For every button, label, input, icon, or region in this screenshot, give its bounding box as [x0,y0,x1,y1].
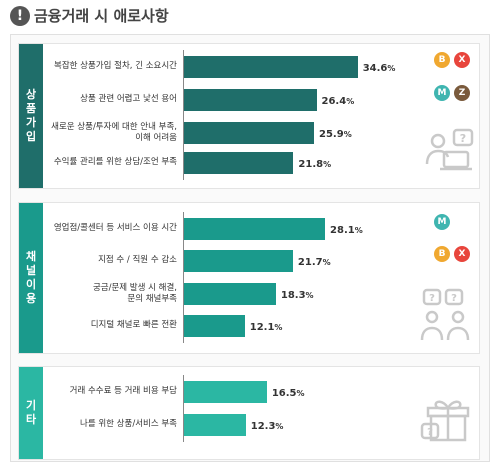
bar-category-label: 지점 수 / 직원 수 감소 [98,255,177,265]
person-laptop-question-icon: ? [424,128,478,178]
bar [184,315,245,337]
badge-z: Z [454,85,470,101]
badge-x: X [454,246,470,262]
bar-category-label: 새로운 상품/투자에 대한 안내 부족, 이해 어려움 [51,122,177,143]
bar-category-label: 수익률 관리를 위한 상담/조언 부족 [53,157,177,167]
svg-text:?: ? [460,132,466,145]
bar-category-label: 복잡한 상품가입 절차, 긴 소요시간 [54,61,177,71]
bar-category-label: 거래 수수료 등 거래 비용 부담 [69,386,177,396]
bar-value-label: 18.3% [280,290,314,301]
bar-value-label: 12.1% [249,322,283,333]
badge-x: X [454,52,470,68]
bar-value-label: 25.9% [319,129,352,140]
svg-text:?: ? [451,293,457,304]
bar [184,56,358,78]
bar-value-label: 34.6% [362,63,396,74]
badge-m: M [434,214,450,230]
svg-text:?: ? [427,427,433,438]
bar [184,414,246,436]
bar [184,122,315,144]
title-alert-icon: ! [10,6,30,26]
bar-category-label: 궁금/문제 발생 시 해결, 문의 채널부족 [92,283,177,304]
bar [184,250,293,272]
bar-axis-line [183,212,184,343]
badge-b: B [434,246,450,262]
page-title: 금융거래 시 애로사항 [34,7,169,25]
bar [184,218,326,240]
badge-m: M [434,85,450,101]
bar-category-label: 상품 관련 어렵고 낯선 용어 [80,94,177,104]
bar-axis-line [183,50,184,180]
bar-value-label: 21.7% [297,257,331,268]
bar-value-label: 12.3% [250,421,284,432]
bar-value-label: 16.5% [271,388,305,399]
bar [184,89,317,111]
bar [184,283,276,305]
bar-value-label: 21.8% [298,159,332,170]
bar [184,152,294,174]
bar-category-label: 디지털 채널로 빠른 전환 [90,320,177,330]
bar [184,381,267,403]
bar-value-label: 28.1% [330,225,363,236]
bar-axis-line [183,375,184,442]
bar-category-label: 영업점/콜센터 등 서비스 이용 시간 [53,223,177,233]
two-people-question-icon: ?? [420,288,474,344]
badge-b: B [434,52,450,68]
gift-box-question-icon: ? [420,394,474,444]
bar-category-label: 나를 위한 상품/서비스 부족 [80,419,177,429]
svg-text:?: ? [429,293,435,304]
bar-value-label: 26.4% [321,96,355,107]
